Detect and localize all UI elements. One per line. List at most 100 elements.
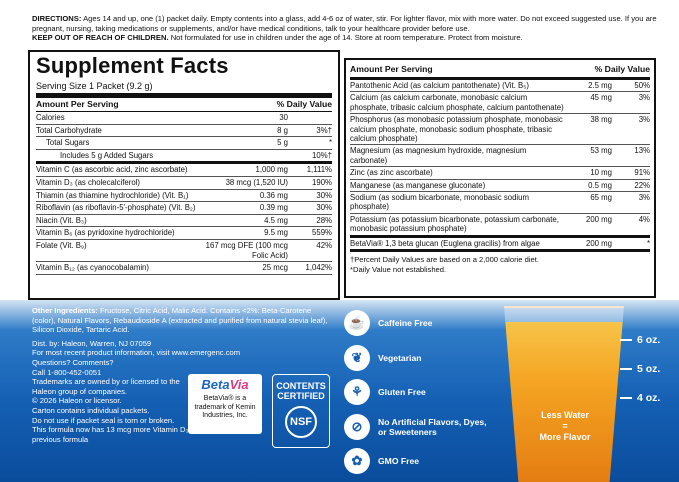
warning-body: Not formulated for use in children under…	[170, 33, 523, 43]
nutrient-row: Thiamin (as thiamine hydrochloride) (Vit…	[36, 190, 332, 203]
oz-6-mark: 6 oz.	[620, 334, 660, 346]
nutrient-amount: 9.5 mg	[264, 228, 288, 238]
glass-icon	[504, 306, 624, 482]
nutrient-name: Niacin (Vit. B₃)	[36, 215, 87, 225]
equals-text: =	[562, 421, 568, 431]
nutrient-name: Calcium (as calcium carbonate, monobasic…	[350, 93, 564, 112]
gmo-free-icon: ✿	[344, 448, 370, 475]
carton-text: Carton contains individual packets.	[32, 405, 150, 415]
nutrient-row: Zinc (as zinc ascorbate) 10 mg 91%	[350, 167, 650, 180]
nutrient-dv: 91%	[634, 168, 650, 178]
trademarks-text: Trademarks are owned by or licensed to t…	[32, 377, 180, 396]
nutrient-dv: 30%	[316, 203, 332, 213]
nutrient-row: Vitamin B₆ (as pyridoxine hydrochloride)…	[36, 227, 332, 240]
serving-size: Serving Size 1 Packet (9.2 g)	[36, 81, 153, 91]
nutrient-name: Folate (Vit. B₉)	[36, 240, 87, 250]
nutrient-row: Pantothenic Acid (as calcium pantothenat…	[350, 80, 650, 93]
footnote-dv: †Percent Daily Values are based on a 2,0…	[350, 255, 539, 265]
less-water-text: Less Water	[541, 410, 589, 420]
nutrient-row: Total Sugars 5 g *	[36, 137, 332, 150]
nutrient-amount: 200 mg	[585, 238, 612, 248]
nutrient-amount: 30	[279, 113, 288, 122]
claim-label: GMO Free	[378, 456, 420, 467]
nutrient-name: Potassium (as potassium bicarbonate, pot…	[350, 214, 559, 234]
nutrient-dv: *	[328, 138, 332, 148]
nsf-logo-icon: NSF	[285, 406, 317, 438]
nutrient-dv: 1,042%	[305, 263, 332, 273]
betavia-badge: BetaVia BetaVia® is a trademark of Kemin…	[188, 374, 262, 434]
nutrient-name: Total Sugars	[46, 138, 90, 148]
supplement-facts-title: Supplement Facts	[36, 53, 229, 78]
nutrient-row: Vitamin C (as ascorbic acid, zinc ascorb…	[36, 164, 332, 177]
betavia-trademark: BetaVia® is a trademark of Kemin Industr…	[194, 395, 256, 420]
nutrient-dv: 1,111%	[306, 165, 332, 175]
nutrient-row: Calories 30	[36, 112, 332, 125]
directions-body: Ages 14 and up, one (1) packet daily. Em…	[32, 14, 657, 33]
nutrient-amount: 200 mg	[585, 214, 612, 224]
nutrient-name: Magnesium (as magnesium hydroxide, magne…	[350, 146, 527, 165]
nutrient-dv: 3%	[638, 93, 650, 103]
nutrient-dv: 22%	[634, 180, 650, 190]
nutrient-name: Includes 5 g Added Sugars	[60, 150, 154, 160]
nutrient-dv: 3%	[638, 115, 650, 125]
distributor: Dist. by: Haleon, Warren, NJ 07059	[32, 338, 152, 348]
betavia-logo-main: Beta	[201, 377, 230, 392]
nutrient-name: Pantothenic Acid (as calcium pantothenat…	[350, 81, 529, 90]
nutrient-name: Calories	[36, 113, 65, 122]
nutrient-amount: 2.5 mg	[588, 81, 612, 90]
amount-header: Amount Per Serving	[36, 99, 119, 109]
wheat-icon: ⚘	[344, 379, 370, 406]
nutrient-dv: 50%	[634, 81, 650, 90]
nutrient-amount: 5 g	[277, 138, 288, 148]
nutrient-name: Vitamin B₁₂ (as cyanocobalamin)	[36, 263, 149, 273]
nutrient-row: Includes 5 g Added Sugars 10%†	[36, 150, 332, 165]
claim-label: Vegetarian	[378, 352, 422, 363]
betavia-logo: BetaVia	[192, 378, 258, 392]
facts-header-right: Amount Per Serving % Daily Value	[350, 62, 650, 80]
nutrient-amount: 4.5 mg	[264, 215, 288, 225]
nutrient-row: Folate (Vit. B₉) 167 mcg DFE (100 mcg Fol…	[36, 240, 332, 263]
dv-header-right: % Daily Value	[594, 64, 650, 74]
nutrient-amount: 0.5 mg	[588, 180, 612, 190]
nutrient-name: Vitamin C (as ascorbic acid, zinc ascorb…	[36, 165, 188, 175]
nutrient-row: Potassium (as potassium bicarbonate, pot…	[350, 214, 650, 238]
nutrient-amount	[226, 151, 288, 161]
facts-header: Amount Per Serving % Daily Value	[36, 98, 332, 112]
copyright-text: © 2026 Haleon or licensor.	[32, 396, 122, 406]
nutrient-row: BetaVia® 1,3 beta glucan (Euglena gracil…	[350, 238, 650, 253]
claim-label: Gluten Free	[378, 387, 426, 398]
nutrient-name: Zinc (as zinc ascorbate)	[350, 168, 433, 178]
nutrient-dv: 3%	[638, 193, 650, 203]
nutrient-row: Total Carbohydrate 8 g 3%†	[36, 125, 332, 138]
nutrient-dv: 3%†	[316, 125, 332, 135]
footnotes: †Percent Daily Values are based on a 2,0…	[350, 255, 650, 274]
nutrient-amount: 8 g	[277, 125, 288, 135]
nutrient-dv: 4%	[638, 214, 650, 224]
left-rows: Calories 30 Total Carbohydrate 8 g 3%† Total …	[36, 112, 332, 275]
dv-header: % Daily Value	[276, 99, 332, 109]
nutrient-dv: 28%	[316, 215, 332, 225]
claim-item: ⊘ No Artificial Flavors, Dyes, or Sweeten…	[344, 410, 494, 445]
warning-label: KEEP OUT OF REACH OF CHILDREN.	[32, 33, 169, 43]
claim-label: Caffeine Free	[378, 318, 433, 329]
phone-number: Call 1-800-452-0051	[32, 367, 102, 377]
nutrient-dv: 13%	[634, 146, 650, 156]
nutrient-amount: 38 mcg (1,520 IU)	[225, 177, 288, 187]
nutrient-amount: 38 mg	[590, 115, 612, 125]
footnote-established: *Daily Value not established.	[350, 264, 447, 274]
questions-text: Questions? Comments?	[32, 357, 114, 367]
nutrient-row: Riboflavin (as riboflavin-5'-phosphate) …	[36, 202, 332, 215]
nutrient-row: Phosphorus (as monobasic potassium phosp…	[350, 114, 650, 146]
nutrient-name: BetaVia® 1,3 beta glucan (Euglena gracil…	[350, 238, 540, 248]
nutrient-dv: 559%	[312, 228, 332, 238]
claim-item: ❦ Vegetarian	[344, 341, 494, 376]
ingredients: Other Ingredients: Fructose, Citric Acid…	[32, 306, 328, 335]
betavia-logo-accent: Via	[229, 377, 249, 392]
ingredients-text: Fructose, Citric Acid, Malic Acid. Conta…	[32, 306, 328, 335]
nutrient-dv: 190%	[312, 177, 332, 187]
formula-note: This formula now has 13 mcg more Vitamin…	[32, 425, 219, 444]
nutrient-dv: 30%	[316, 190, 332, 200]
nsf-certified: CERTIFIED	[277, 391, 325, 401]
nutrient-amount: 0.39 mg	[259, 203, 288, 213]
